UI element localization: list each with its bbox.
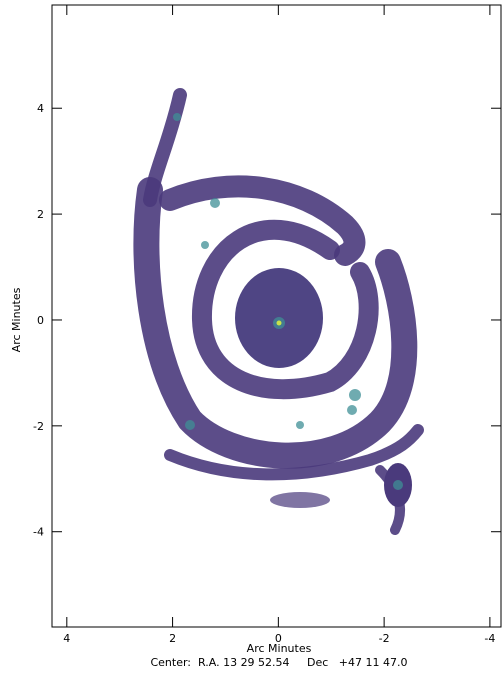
galaxy-knot — [173, 113, 181, 121]
y-tick-label: -2 — [33, 420, 44, 433]
y-axis-label: Arc Minutes — [10, 287, 23, 352]
y-tick-label: 4 — [37, 102, 44, 115]
galaxy-knot — [201, 241, 209, 249]
x-tick-label: 0 — [275, 632, 282, 645]
plot-frame — [51, 4, 502, 628]
x-axis-label: Arc Minutes — [247, 642, 312, 655]
galaxy-image — [133, 88, 424, 535]
spiral-arm — [191, 219, 379, 400]
galaxy-knot — [347, 405, 357, 415]
spiral-arm — [133, 177, 418, 469]
galaxy-knot — [393, 480, 403, 490]
galaxy-knot — [185, 420, 195, 430]
spiral-arm — [159, 175, 366, 266]
galaxy-knot — [296, 421, 304, 429]
galaxy-knot — [210, 198, 220, 208]
y-tick-label: 2 — [37, 208, 44, 221]
galaxy-nucleus — [276, 320, 282, 326]
y-tick-label: 0 — [37, 314, 44, 327]
x-tick-label: 4 — [63, 632, 70, 645]
y-tick-label: -4 — [33, 526, 44, 539]
x-tick-label: -2 — [379, 632, 390, 645]
galaxy-knot — [349, 389, 361, 401]
galaxy-blob — [270, 492, 330, 508]
x-tick-label: 2 — [169, 632, 176, 645]
spiral-arm — [143, 88, 187, 207]
spiral-arm — [164, 424, 424, 481]
caption: Center: R.A. 13 29 52.54 Dec +47 11 47.0 — [150, 656, 407, 669]
x-tick-label: -4 — [484, 632, 495, 645]
